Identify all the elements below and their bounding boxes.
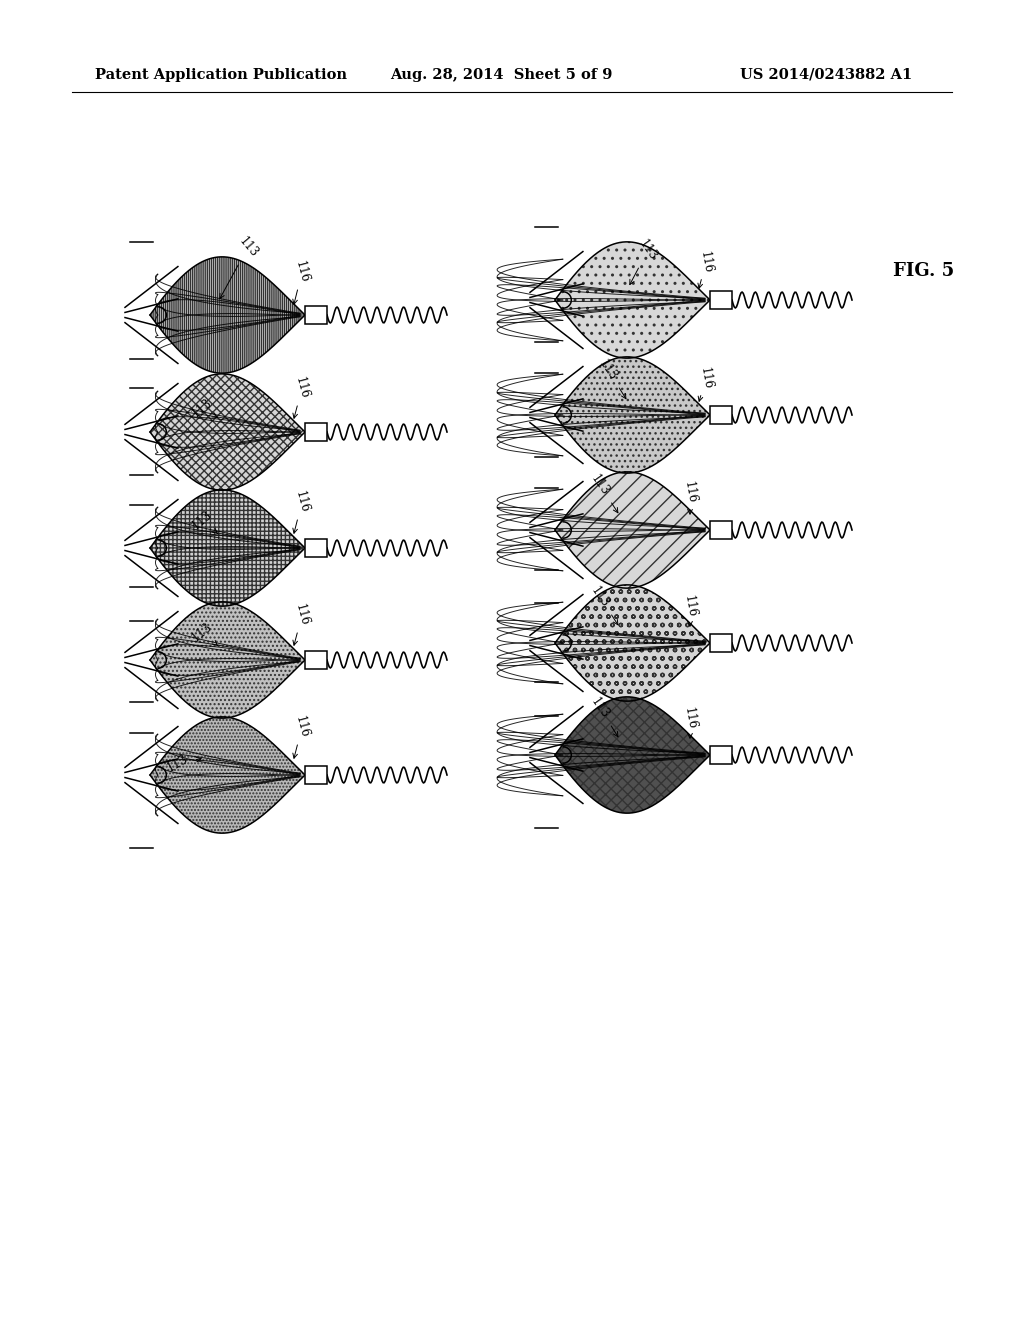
Text: Patent Application Publication: Patent Application Publication [95,69,347,82]
Polygon shape [555,697,710,813]
Text: 116: 116 [697,249,715,288]
Bar [710,634,732,652]
Text: 116: 116 [293,602,311,645]
Text: US 2014/0243882 A1: US 2014/0243882 A1 [740,69,912,82]
Bar [710,407,732,424]
Text: 113: 113 [189,396,217,420]
Bar [710,290,732,309]
Text: 113: 113 [589,696,617,737]
Text: FIG. 5: FIG. 5 [893,261,954,280]
Text: 116: 116 [697,366,715,401]
Polygon shape [150,374,305,490]
Text: Aug. 28, 2014  Sheet 5 of 9: Aug. 28, 2014 Sheet 5 of 9 [390,69,612,82]
Text: 116: 116 [293,376,311,418]
Text: 116: 116 [682,594,698,626]
Bar [710,746,732,764]
Polygon shape [555,242,710,358]
Text: 113: 113 [165,752,201,775]
Text: 116: 116 [682,706,698,738]
Polygon shape [150,490,305,606]
Polygon shape [150,602,305,718]
Text: 113: 113 [189,508,217,533]
Bar [710,521,732,539]
Text: 113: 113 [189,620,217,645]
Polygon shape [150,257,305,374]
Text: 113: 113 [596,358,626,399]
Polygon shape [555,356,710,473]
Bar [305,766,327,784]
Text: 116: 116 [293,490,311,533]
Text: 116: 116 [293,714,311,758]
Bar [305,651,327,669]
Bar [305,539,327,557]
Polygon shape [555,471,710,589]
Text: 113: 113 [630,238,659,285]
Text: 113: 113 [589,585,617,624]
Polygon shape [150,717,305,833]
Bar [305,306,327,323]
Text: 116: 116 [293,260,311,304]
Text: 113: 113 [589,473,617,512]
Text: 116: 116 [682,480,698,513]
Polygon shape [555,585,710,701]
Text: 113: 113 [220,234,260,298]
Bar [305,422,327,441]
